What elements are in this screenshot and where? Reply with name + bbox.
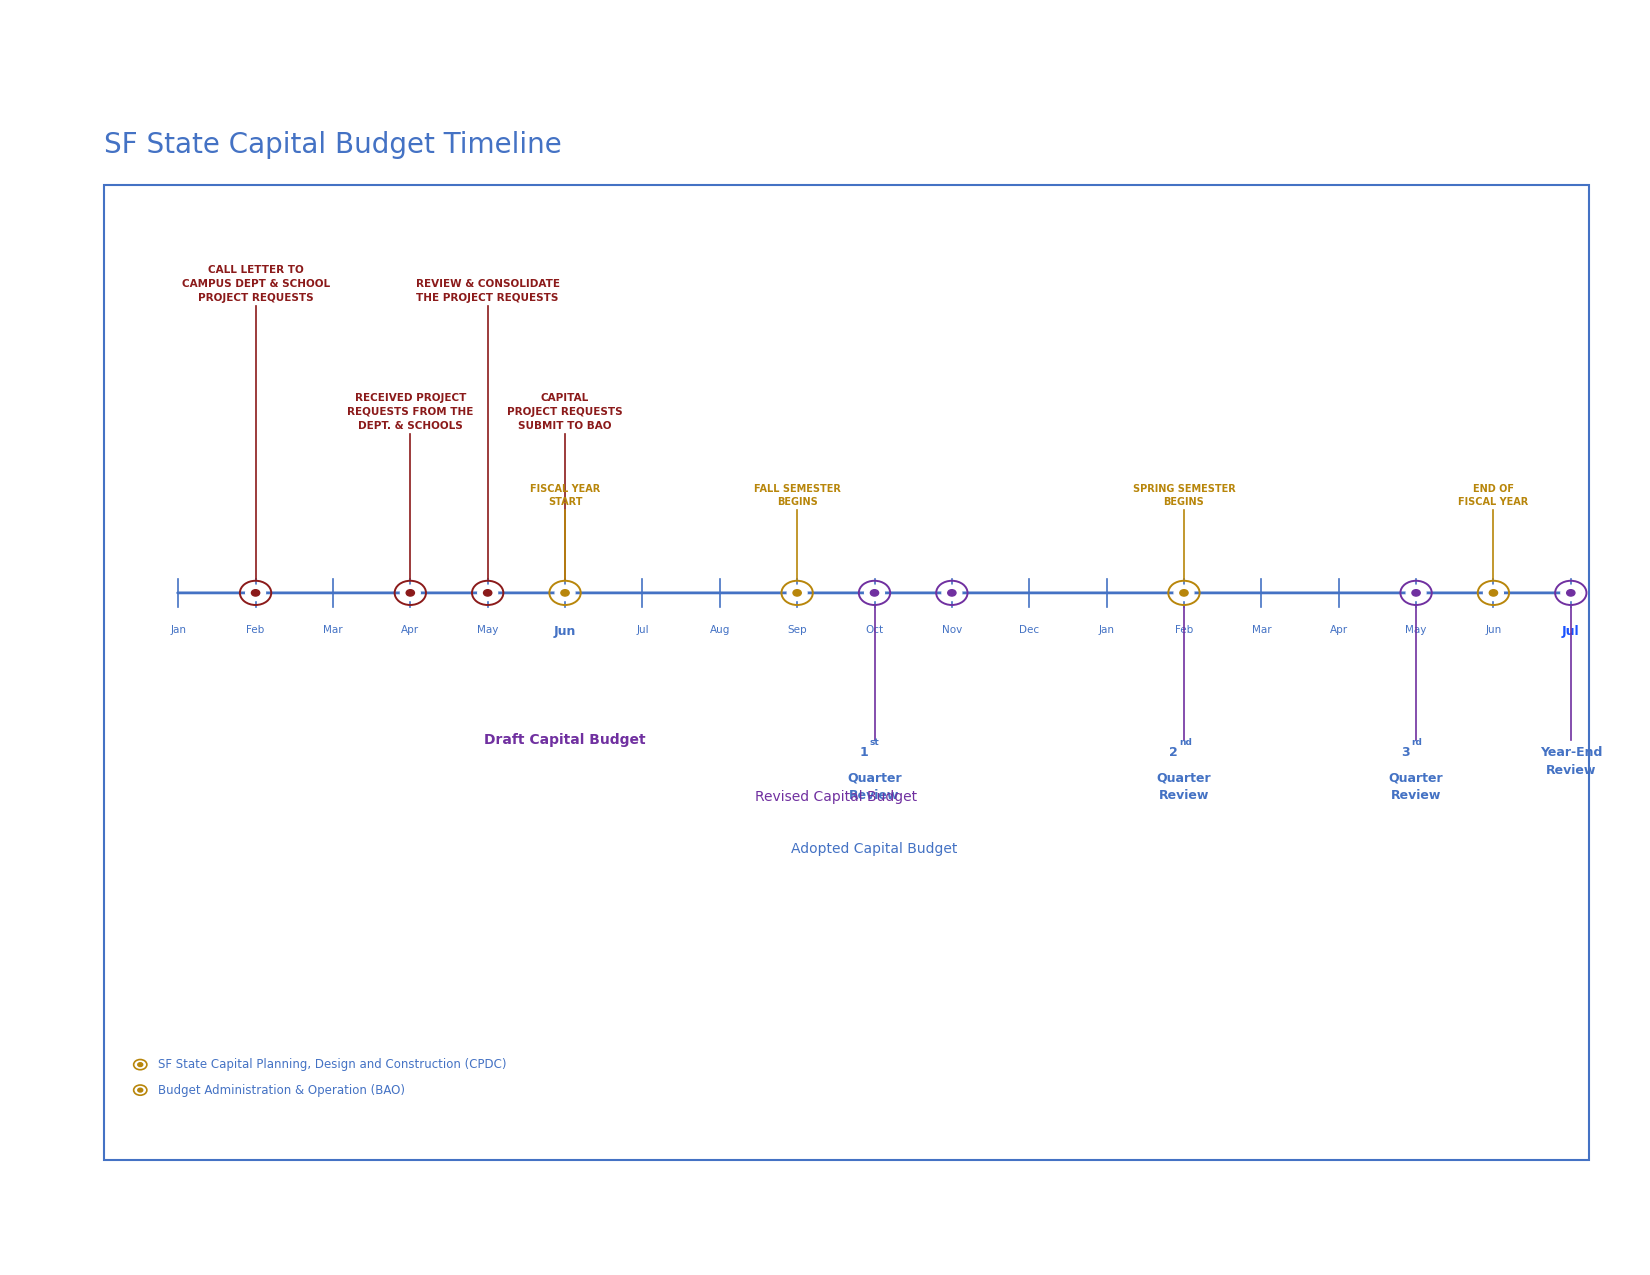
Text: 3: 3 bbox=[1401, 746, 1409, 759]
Circle shape bbox=[561, 589, 569, 597]
Circle shape bbox=[871, 589, 878, 597]
Circle shape bbox=[1406, 585, 1426, 601]
Text: st: st bbox=[870, 738, 879, 747]
Text: Sep: Sep bbox=[787, 625, 807, 635]
Text: Jul: Jul bbox=[637, 625, 648, 635]
Circle shape bbox=[1180, 589, 1188, 597]
Text: Nov: Nov bbox=[942, 625, 962, 635]
Circle shape bbox=[1175, 585, 1195, 601]
Text: Budget Administration & Operation (BAO): Budget Administration & Operation (BAO) bbox=[158, 1084, 406, 1096]
Text: Apr: Apr bbox=[1330, 625, 1348, 635]
Circle shape bbox=[137, 1089, 142, 1091]
Circle shape bbox=[1561, 585, 1581, 601]
Text: Mar: Mar bbox=[323, 625, 343, 635]
Text: CAPITAL
PROJECT REQUESTS
SUBMIT TO BAO: CAPITAL PROJECT REQUESTS SUBMIT TO BAO bbox=[507, 393, 622, 431]
Circle shape bbox=[1483, 585, 1503, 601]
Text: Adopted Capital Budget: Adopted Capital Budget bbox=[792, 842, 957, 856]
Text: Jan: Jan bbox=[1099, 625, 1115, 635]
Circle shape bbox=[794, 589, 802, 597]
Circle shape bbox=[787, 585, 807, 601]
Text: Revised Capital Budget: Revised Capital Budget bbox=[754, 790, 917, 805]
Text: Dec: Dec bbox=[1020, 625, 1040, 635]
Text: Jun: Jun bbox=[1485, 625, 1502, 635]
Text: Quarter
Review: Quarter Review bbox=[1157, 771, 1211, 802]
Text: SF State Capital Budget Timeline: SF State Capital Budget Timeline bbox=[104, 131, 561, 159]
Circle shape bbox=[554, 585, 574, 601]
Text: FISCAL YEAR
START: FISCAL YEAR START bbox=[530, 484, 601, 507]
Circle shape bbox=[406, 589, 414, 597]
Text: FALL SEMESTER
BEGINS: FALL SEMESTER BEGINS bbox=[754, 484, 840, 507]
Text: Draft Capital Budget: Draft Capital Budget bbox=[483, 733, 645, 747]
Text: RECEIVED PROJECT
REQUESTS FROM THE
DEPT. & SCHOOLS: RECEIVED PROJECT REQUESTS FROM THE DEPT.… bbox=[346, 393, 474, 431]
Text: nd: nd bbox=[1180, 738, 1191, 747]
Text: Oct: Oct bbox=[866, 625, 883, 635]
Circle shape bbox=[401, 585, 421, 601]
Circle shape bbox=[942, 585, 962, 601]
Circle shape bbox=[246, 585, 266, 601]
Text: SPRING SEMESTER
BEGINS: SPRING SEMESTER BEGINS bbox=[1132, 484, 1236, 507]
Text: Feb: Feb bbox=[1175, 625, 1193, 635]
Text: Aug: Aug bbox=[710, 625, 729, 635]
Text: Feb: Feb bbox=[246, 625, 264, 635]
Circle shape bbox=[137, 1063, 142, 1066]
Circle shape bbox=[1490, 589, 1498, 597]
Text: Quarter
Review: Quarter Review bbox=[1389, 771, 1444, 802]
Text: 1: 1 bbox=[860, 746, 868, 759]
Text: May: May bbox=[1406, 625, 1427, 635]
Text: May: May bbox=[477, 625, 498, 635]
Circle shape bbox=[483, 589, 492, 597]
Bar bbox=[104, 185, 1589, 1160]
Text: Year-End
Review: Year-End Review bbox=[1539, 746, 1602, 776]
Circle shape bbox=[1412, 589, 1421, 597]
Text: rd: rd bbox=[1411, 738, 1422, 747]
Text: CALL LETTER TO
CAMPUS DEPT & SCHOOL
PROJECT REQUESTS: CALL LETTER TO CAMPUS DEPT & SCHOOL PROJ… bbox=[182, 265, 330, 303]
Circle shape bbox=[478, 585, 498, 601]
Circle shape bbox=[251, 589, 259, 597]
Text: Jul: Jul bbox=[1563, 625, 1579, 638]
Text: Apr: Apr bbox=[401, 625, 419, 635]
Text: SF State Capital Planning, Design and Construction (CPDC): SF State Capital Planning, Design and Co… bbox=[158, 1058, 507, 1071]
Text: Jan: Jan bbox=[170, 625, 186, 635]
Circle shape bbox=[865, 585, 884, 601]
Circle shape bbox=[947, 589, 955, 597]
Text: Quarter
Review: Quarter Review bbox=[846, 771, 903, 802]
Text: END OF
FISCAL YEAR: END OF FISCAL YEAR bbox=[1459, 484, 1528, 507]
Circle shape bbox=[1568, 589, 1576, 597]
Text: 2: 2 bbox=[1168, 746, 1178, 759]
Text: REVIEW & CONSOLIDATE
THE PROJECT REQUESTS: REVIEW & CONSOLIDATE THE PROJECT REQUEST… bbox=[416, 279, 559, 303]
Text: Jun: Jun bbox=[554, 625, 576, 638]
Text: Mar: Mar bbox=[1251, 625, 1270, 635]
